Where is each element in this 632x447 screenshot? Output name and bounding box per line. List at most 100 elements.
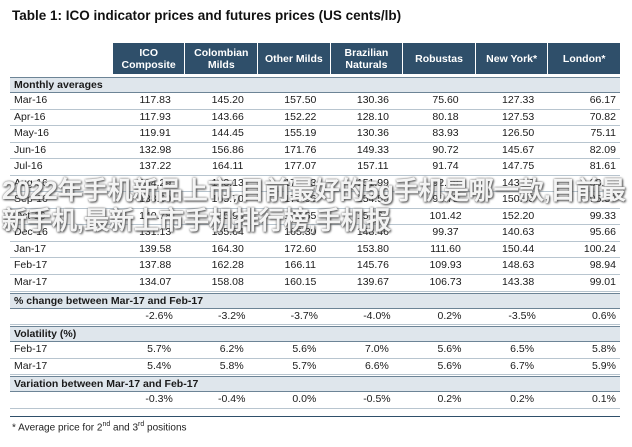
table-cell: 5.7% bbox=[292, 359, 317, 372]
bottom-rule bbox=[10, 416, 620, 417]
table-row: Jul-16 137.22 164.11 177.07 157.11 91.74 147.7… bbox=[10, 159, 620, 176]
table-cell: 137.88 bbox=[139, 259, 172, 272]
table-cell: 127.53 bbox=[502, 110, 535, 123]
row-label: Jan-17 bbox=[14, 242, 47, 255]
table-cell: 106.73 bbox=[429, 276, 462, 289]
table-cell: -0.4% bbox=[218, 393, 246, 406]
table-cell: 95.30 bbox=[589, 193, 616, 206]
table-cell: 139.67 bbox=[356, 276, 389, 289]
table-cell: 164.11 bbox=[212, 160, 244, 173]
table-cell: 6.2% bbox=[219, 343, 244, 356]
table-cell: 5.8% bbox=[592, 343, 616, 356]
table-cell: 95.66 bbox=[589, 226, 616, 239]
table-cell: 158.08 bbox=[211, 276, 244, 289]
table-cell: 150.43 bbox=[502, 193, 535, 206]
table-cell: 83.93 bbox=[432, 127, 459, 140]
table-cell: 6.6% bbox=[364, 359, 389, 372]
table-cell: 109.93 bbox=[429, 259, 462, 272]
row-label: Jul-16 bbox=[14, 160, 43, 173]
footnote: * Average price for 2nd and 3rd position… bbox=[12, 421, 187, 434]
table-cell: 179.65 bbox=[284, 209, 317, 222]
table-row: Mar-17 134.07 158.08 160.15 139.67 106.73 143.… bbox=[10, 275, 620, 292]
table-cell: 152.22 bbox=[284, 110, 317, 123]
table-cell: 75.60 bbox=[432, 94, 459, 106]
table-cell: 157.11 bbox=[357, 160, 389, 173]
table-row: -0.3% -0.4% 0.0% -0.5% 0.2% 0.2% 0.1% bbox=[10, 392, 620, 409]
table-row: Mar-16 117.83 145.20 157.50 130.36 75.60 127.3… bbox=[10, 93, 620, 110]
table-cell: 157.50 bbox=[284, 94, 317, 106]
table-cell: 80.18 bbox=[432, 110, 459, 123]
row-label: Jun-16 bbox=[14, 143, 47, 156]
table-cell: -0.5% bbox=[363, 393, 391, 406]
table-cell: 143.06 bbox=[502, 176, 535, 189]
table-cell: 140.63 bbox=[502, 226, 535, 239]
table-row: Feb-17 137.88 162.28 166.11 145.76 109.93 148.… bbox=[10, 258, 620, 276]
table-cell: 119.91 bbox=[139, 127, 171, 140]
column-header: New York* bbox=[475, 43, 548, 74]
table-cell: 165.70 bbox=[211, 193, 244, 206]
table-cell: 140.78 bbox=[139, 209, 172, 222]
table-cell: 99.01 bbox=[589, 276, 616, 289]
table-cell: 148.46 bbox=[356, 226, 389, 239]
section-heading: Variation between Mar-17 and Feb-17 bbox=[10, 376, 620, 393]
table-cell: 128.10 bbox=[356, 110, 389, 123]
table-cell: 163.13 bbox=[211, 176, 244, 189]
table-cell: 143.66 bbox=[211, 110, 244, 123]
column-header: Robustas bbox=[403, 43, 475, 74]
table-cell: 137.22 bbox=[139, 160, 172, 173]
table-cell: 101.42 bbox=[429, 209, 462, 222]
table-cell: 160.15 bbox=[284, 276, 317, 289]
table-row: Jan-17 139.58 164.30 172.60 153.80 111.60 150.… bbox=[10, 242, 620, 259]
table-cell: 5.7% bbox=[147, 343, 172, 356]
table-cell: 130.36 bbox=[356, 127, 389, 140]
table-cell: 144.45 bbox=[211, 127, 244, 140]
table-cell: -3.7% bbox=[290, 309, 319, 322]
table-cell: 98.94 bbox=[589, 259, 616, 272]
table-cell: 171.76 bbox=[284, 143, 317, 156]
table-cell: 5.6% bbox=[437, 343, 462, 356]
table-cell: 0.6% bbox=[592, 309, 616, 322]
table-cell: 90.72 bbox=[432, 143, 459, 156]
table-row: Jun-16 132.98 156.86 171.76 149.33 90.72 145.6… bbox=[10, 143, 620, 160]
table-title: Table 1: ICO indicator prices and future… bbox=[12, 8, 402, 23]
table-cell: 126.50 bbox=[502, 127, 535, 140]
table-cell: -2.6% bbox=[145, 309, 173, 322]
table-row: Dec-16 131.13 155.64 165.30 148.46 99.37 140.6… bbox=[10, 225, 620, 242]
row-label: Apr-16 bbox=[14, 110, 46, 123]
table-cell: 156.86 bbox=[211, 143, 244, 156]
table-cell: 92.68 bbox=[432, 176, 459, 189]
table-row: Sep-16 138.60 165.70 178.96 154.53 96.75 150.4… bbox=[10, 192, 620, 209]
table-cell: 0.1% bbox=[592, 393, 616, 406]
table-cell: 162.28 bbox=[211, 259, 244, 272]
row-label: Mar-17 bbox=[14, 359, 48, 372]
section-heading: % change between Mar-17 and Feb-17 bbox=[10, 292, 620, 309]
row-label: Oct-16 bbox=[14, 209, 46, 222]
table-cell: 148.63 bbox=[502, 259, 535, 272]
table-cell: 88.63 bbox=[589, 176, 616, 189]
table-cell: 131.13 bbox=[139, 226, 172, 239]
table-row: Apr-16 117.93 143.66 152.22 128.10 80.18 127.5… bbox=[10, 110, 620, 127]
table-cell: 166.11 bbox=[284, 259, 316, 272]
row-label bbox=[10, 392, 112, 408]
table-row: Mar-17 5.4% 5.8% 5.7% 6.6% 5.6% 6.7% 5.9% bbox=[10, 359, 620, 376]
table-cell: 147.75 bbox=[502, 160, 535, 173]
table-cell: -3.2% bbox=[218, 309, 246, 322]
table-cell: 154.53 bbox=[356, 193, 389, 206]
column-header: London* bbox=[548, 43, 621, 74]
table-cell: 6.7% bbox=[510, 359, 535, 372]
table-cell: 117.93 bbox=[139, 110, 171, 123]
table-row: Oct-16 140.78 165.90 179.65 159.61 101.42 152.… bbox=[10, 209, 620, 226]
table-cell: 159.61 bbox=[356, 209, 389, 222]
row-label: Feb-17 bbox=[14, 259, 48, 272]
table-cell: 5.6% bbox=[292, 343, 317, 356]
row-label: Feb-17 bbox=[14, 343, 48, 356]
table-cell: 81.61 bbox=[589, 160, 616, 173]
table-cell: 155.19 bbox=[284, 127, 317, 140]
table-cell: 100.24 bbox=[583, 242, 616, 255]
table-cell: 111.60 bbox=[430, 242, 461, 255]
row-label: Mar-16 bbox=[14, 94, 48, 106]
table-cell: 175.73 bbox=[284, 176, 317, 189]
table-cell: 149.33 bbox=[356, 143, 389, 156]
table-cell: 0.2% bbox=[437, 393, 462, 406]
table-cell: 0.2% bbox=[510, 393, 535, 406]
